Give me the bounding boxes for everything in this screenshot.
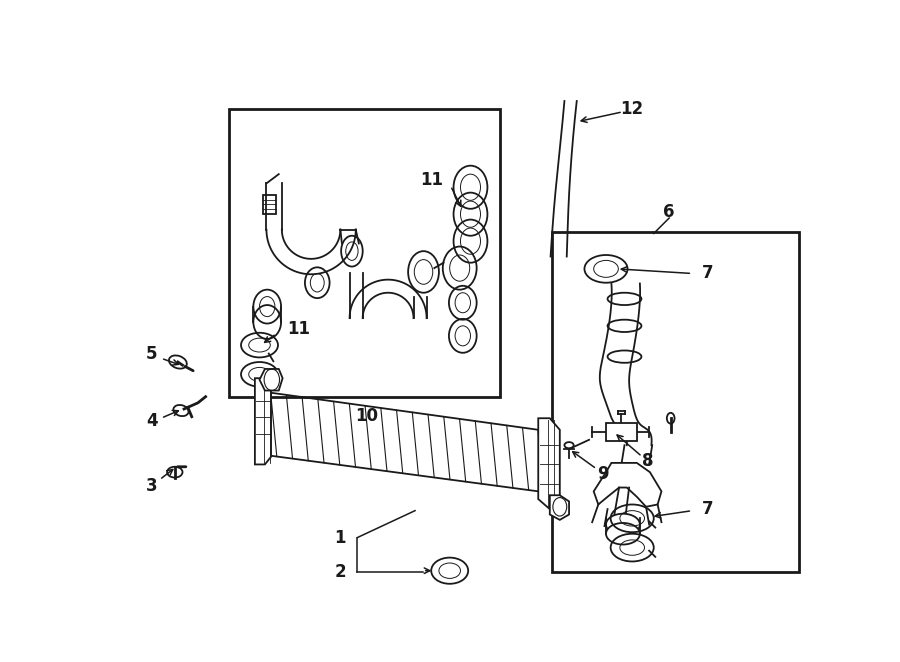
Text: 10: 10 [355,406,378,425]
Text: 9: 9 [597,465,608,483]
Text: 11: 11 [419,171,443,189]
Bar [263,195,276,214]
Ellipse shape [254,305,281,339]
Text: 6: 6 [663,203,675,221]
Text: 5: 5 [146,344,158,363]
Polygon shape [255,391,544,492]
Ellipse shape [606,523,640,545]
Bar [606,423,637,442]
Text: 7: 7 [701,500,713,518]
Bar [229,109,500,397]
Polygon shape [255,378,271,465]
Text: 11: 11 [287,320,310,338]
Bar [552,232,798,572]
Text: 12: 12 [621,100,644,118]
Ellipse shape [606,514,640,536]
Polygon shape [259,369,283,391]
Text: 2: 2 [334,563,346,581]
Text: 3: 3 [146,477,158,495]
Text: 7: 7 [701,265,713,283]
Text: 1: 1 [334,528,346,547]
Text: 4: 4 [146,412,158,430]
Polygon shape [538,418,560,509]
Text: 8: 8 [642,452,653,471]
Polygon shape [594,463,662,507]
Polygon shape [550,495,569,520]
